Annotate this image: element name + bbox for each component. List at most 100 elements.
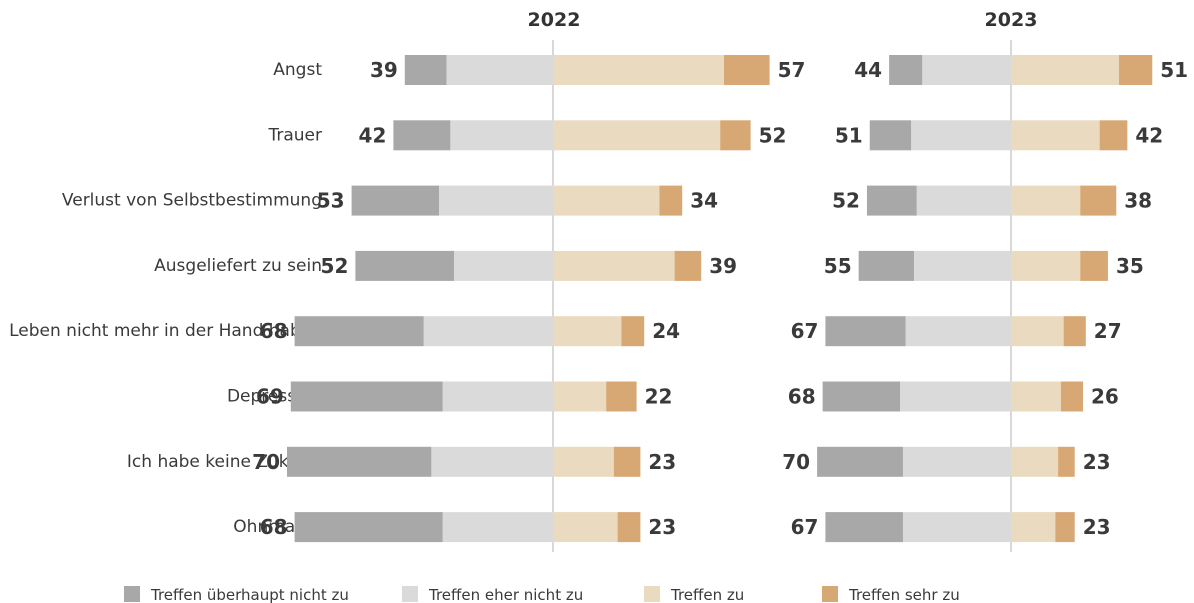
- legend-label: Treffen überhaupt nicht zu: [150, 586, 349, 603]
- legend: Treffen überhaupt nicht zu Treffen eher n…: [124, 586, 960, 603]
- negative-total-label: 52: [321, 254, 349, 278]
- positive-total-label: 57: [778, 58, 806, 82]
- bar-treffen-eher-nicht-zu: [902, 446, 1011, 477]
- bar-treffen-ueberhaupt-nicht-zu: [404, 55, 447, 85]
- positive-total-label: 38: [1124, 189, 1152, 213]
- bar-treffen-sehr-zu: [606, 381, 637, 412]
- bar-treffen-sehr-zu: [1060, 381, 1084, 412]
- bar-treffen-sehr-zu: [617, 512, 641, 543]
- bar-treffen-ueberhaupt-nicht-zu: [889, 55, 923, 85]
- bar-treffen-ueberhaupt-nicht-zu: [355, 250, 455, 281]
- bar-treffen-zu: [1011, 316, 1064, 347]
- bar-treffen-eher-nicht-zu: [446, 55, 553, 85]
- year-label: 2022: [528, 9, 581, 31]
- bar-treffen-eher-nicht-zu: [914, 250, 1011, 281]
- bar-treffen-zu: [1011, 250, 1081, 281]
- positive-total-label: 52: [759, 123, 787, 147]
- positive-total-label: 35: [1116, 254, 1144, 278]
- positive-total-label: 22: [645, 385, 673, 409]
- bar-treffen-ueberhaupt-nicht-zu: [287, 446, 432, 477]
- legend-swatch: [124, 586, 140, 602]
- legend-swatch: [402, 586, 418, 602]
- category-label: Ich habe keine Zukunft: [127, 452, 322, 472]
- negative-total-label: 68: [260, 515, 288, 539]
- negative-total-label: 52: [832, 189, 860, 213]
- bar-treffen-zu: [553, 316, 622, 347]
- bar-treffen-zu: [553, 185, 660, 216]
- bar-treffen-zu: [553, 381, 607, 412]
- bar-treffen-sehr-zu: [720, 120, 751, 151]
- negative-total-label: 70: [782, 450, 810, 474]
- bar-treffen-eher-nicht-zu: [454, 250, 553, 281]
- positive-total-label: 23: [1083, 450, 1111, 474]
- bar-treffen-sehr-zu: [1099, 120, 1128, 151]
- positive-total-label: 23: [648, 450, 676, 474]
- bar-treffen-eher-nicht-zu: [442, 381, 553, 412]
- bar-treffen-eher-nicht-zu: [439, 185, 553, 216]
- bar-treffen-sehr-zu: [1058, 446, 1075, 477]
- bar-treffen-ueberhaupt-nicht-zu: [866, 185, 917, 216]
- bar-treffen-eher-nicht-zu: [900, 381, 1011, 412]
- bar-treffen-ueberhaupt-nicht-zu: [393, 120, 451, 151]
- bar-treffen-zu: [1011, 446, 1059, 477]
- bar-treffen-ueberhaupt-nicht-zu: [825, 316, 906, 347]
- bar-treffen-ueberhaupt-nicht-zu: [822, 381, 901, 412]
- legend-label: Treffen sehr zu: [848, 586, 960, 603]
- negative-total-label: 51: [835, 123, 863, 147]
- bar-treffen-ueberhaupt-nicht-zu: [825, 512, 903, 543]
- positive-total-label: 51: [1160, 58, 1188, 82]
- bar-treffen-eher-nicht-zu: [423, 316, 553, 347]
- bar-treffen-sehr-zu: [1080, 185, 1117, 216]
- positive-total-label: 23: [648, 515, 676, 539]
- negative-total-label: 67: [791, 515, 819, 539]
- negative-total-label: 39: [370, 58, 398, 82]
- bar-treffen-sehr-zu: [613, 446, 641, 477]
- category-label: Trauer: [267, 125, 322, 145]
- bar-treffen-eher-nicht-zu: [442, 512, 553, 543]
- negative-total-label: 69: [256, 385, 284, 409]
- bar-treffen-eher-nicht-zu: [450, 120, 553, 151]
- bar-treffen-eher-nicht-zu: [911, 120, 1011, 151]
- bar-treffen-eher-nicht-zu: [902, 512, 1011, 543]
- panel-2023: 2023 44 51 51 42 52 38 55 35 67 27 68 26 70 23 67 23: [782, 9, 1188, 552]
- negative-total-label: 68: [788, 385, 816, 409]
- bar-treffen-zu: [553, 446, 614, 477]
- bar-treffen-zu: [1011, 55, 1120, 85]
- bar-treffen-zu: [1011, 512, 1056, 543]
- bar-treffen-eher-nicht-zu: [922, 55, 1011, 85]
- legend-label: Treffen eher nicht zu: [428, 586, 583, 603]
- category-label: Leben nicht mehr in der Hand haben: [9, 321, 322, 341]
- panel-2022: 2022 39 57 42 52 53 34 52 39 68 24 69 22 70 23 68 23: [252, 9, 805, 552]
- bar-treffen-eher-nicht-zu: [431, 446, 553, 477]
- positive-total-label: 34: [690, 189, 718, 213]
- bar-treffen-sehr-zu: [1119, 55, 1153, 85]
- bar-treffen-zu: [553, 120, 721, 151]
- positive-total-label: 24: [652, 319, 680, 343]
- negative-total-label: 53: [317, 189, 345, 213]
- category-label: Angst: [273, 60, 322, 80]
- bar-treffen-sehr-zu: [1063, 316, 1086, 347]
- bar-treffen-ueberhaupt-nicht-zu: [290, 381, 443, 412]
- category-label: Ausgeliefert zu sein: [154, 256, 322, 276]
- bar-treffen-eher-nicht-zu: [916, 185, 1011, 216]
- bar-treffen-ueberhaupt-nicht-zu: [858, 250, 915, 281]
- legend-swatch: [644, 586, 660, 602]
- positive-total-label: 23: [1083, 515, 1111, 539]
- negative-total-label: 68: [260, 319, 288, 343]
- category-label: Verlust von Selbstbestimmung: [62, 191, 322, 211]
- bar-treffen-zu: [1011, 381, 1061, 412]
- bar-treffen-zu: [553, 250, 675, 281]
- positive-total-label: 27: [1094, 319, 1122, 343]
- positive-total-label: 42: [1135, 123, 1163, 147]
- negative-total-label: 42: [359, 123, 387, 147]
- bar-treffen-ueberhaupt-nicht-zu: [351, 185, 439, 216]
- legend-swatch: [822, 586, 838, 602]
- bar-treffen-eher-nicht-zu: [905, 316, 1011, 347]
- legend-label: Treffen zu: [670, 586, 744, 603]
- bar-treffen-ueberhaupt-nicht-zu: [294, 512, 443, 543]
- bar-treffen-ueberhaupt-nicht-zu: [294, 316, 424, 347]
- year-label: 2023: [985, 9, 1038, 31]
- bar-treffen-zu: [553, 512, 618, 543]
- bar-treffen-zu: [1011, 120, 1100, 151]
